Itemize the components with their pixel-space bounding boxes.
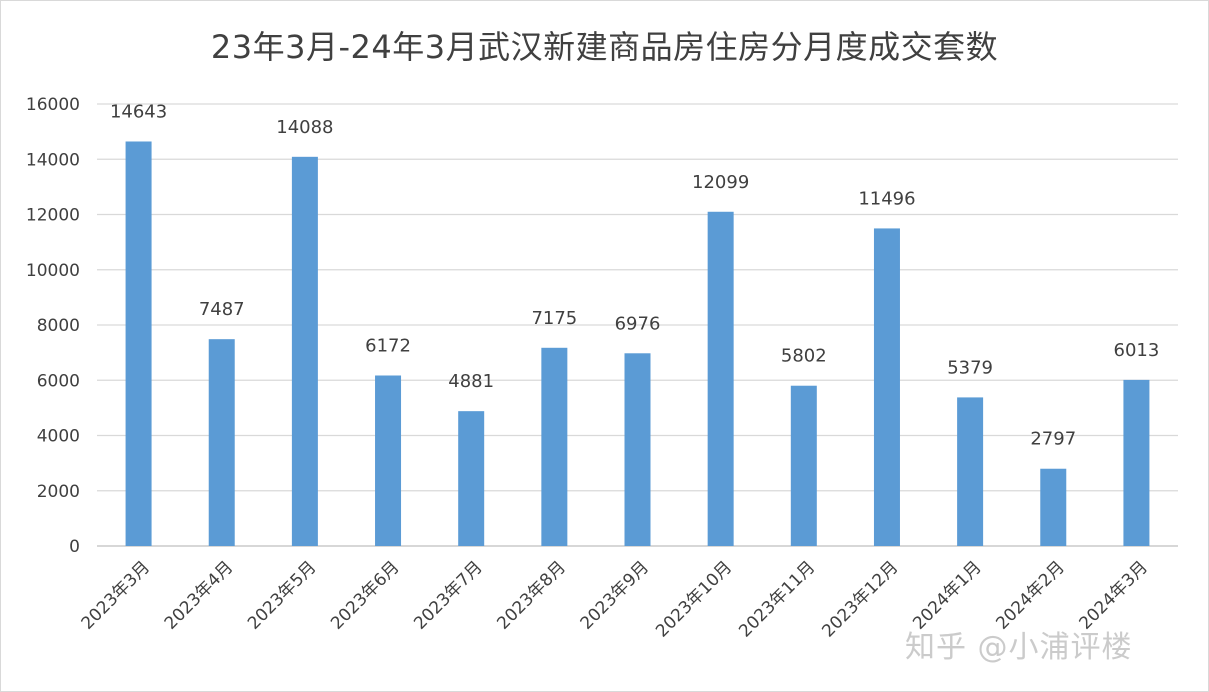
data-label: 7487: [199, 299, 245, 320]
bar: [1040, 468, 1067, 546]
y-tick-label: 12000: [26, 206, 80, 226]
data-label: 2797: [1030, 429, 1076, 450]
watermark: 知乎 @小浦评楼: [905, 630, 1133, 665]
bar: [208, 339, 235, 546]
bar: [790, 385, 817, 546]
x-tick-label: 2023年4月: [161, 557, 237, 633]
chart-title: 23年3月-24年3月武汉新建商品房住房分月度成交套数: [210, 28, 999, 66]
x-tick-label: 2023年3月: [78, 557, 154, 633]
bar: [957, 397, 984, 546]
bar: [541, 347, 568, 546]
data-label: 7175: [531, 308, 577, 329]
bar: [125, 141, 152, 546]
bar: [624, 353, 651, 546]
x-tick-label: 2023年6月: [327, 557, 403, 633]
bar: [375, 375, 402, 546]
y-tick-label: 2000: [37, 482, 80, 502]
x-tick-label: 2023年7月: [410, 557, 486, 633]
data-label: 5802: [781, 346, 827, 367]
x-tick-label: 2023年8月: [493, 557, 569, 633]
x-tick-label: 2023年9月: [577, 557, 653, 633]
y-tick-label: 6000: [37, 371, 80, 391]
data-labels: 14643 7487 14088 6172 4881 7175 6976 12099 5802 1…: [110, 101, 1159, 449]
x-tick-label: 2023年12月: [818, 557, 902, 641]
bar: [291, 156, 318, 546]
data-label: 4881: [448, 371, 494, 392]
data-label: 6013: [1114, 340, 1160, 361]
y-tick-label: 16000: [26, 95, 80, 115]
bars: [125, 141, 1150, 546]
bar: [1123, 379, 1150, 546]
data-label: 5379: [947, 357, 993, 378]
data-label: 11496: [858, 188, 915, 209]
x-tick-label: 2023年11月: [735, 557, 819, 641]
data-label: 6172: [365, 335, 411, 356]
bar: [458, 411, 485, 546]
data-label: 6976: [615, 313, 661, 334]
bar: [873, 228, 900, 546]
x-tick-label: 2023年5月: [244, 557, 320, 633]
data-label: 14088: [276, 117, 333, 138]
y-tick-label: 10000: [26, 261, 80, 281]
bar: [707, 211, 734, 546]
y-tick-label: 14000: [26, 150, 80, 170]
x-tick-label: 2023年10月: [652, 557, 736, 641]
y-tick-label: 4000: [37, 427, 80, 447]
data-label: 12099: [692, 172, 749, 193]
y-axis: 0 2000 4000 6000 8000 10000 12000 14000 16000: [26, 95, 80, 557]
y-tick-label: 8000: [37, 316, 80, 336]
y-tick-label: 0: [69, 537, 80, 557]
data-label: 14643: [110, 101, 167, 122]
